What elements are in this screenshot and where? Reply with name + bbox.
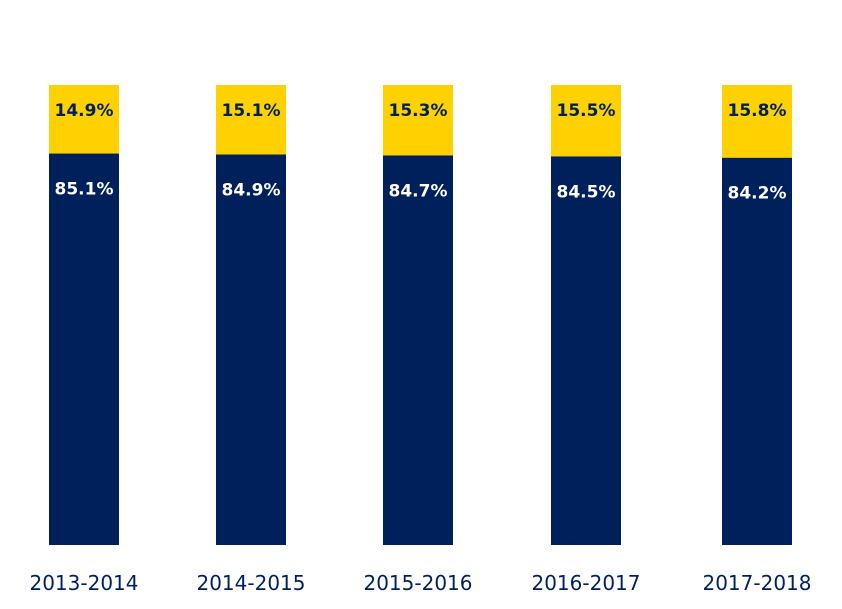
category-label-2015-2016: 2015-2016 bbox=[363, 571, 472, 595]
data-label-upper-2015-2016: 15.3% bbox=[389, 101, 448, 121]
category-label-2014-2015: 2014-2015 bbox=[196, 571, 305, 595]
category-label-2017-2018: 2017-2018 bbox=[702, 571, 811, 595]
bar-segment-lower-2016-2017 bbox=[551, 156, 621, 546]
category-label-2016-2017: 2016-2017 bbox=[531, 571, 640, 595]
bar-segment-lower-2013-2014 bbox=[49, 153, 119, 546]
data-label-upper-2016-2017: 15.5% bbox=[557, 101, 616, 121]
bar-segment-lower-2015-2016 bbox=[383, 155, 453, 545]
data-label-lower-2014-2015: 84.9% bbox=[222, 180, 281, 200]
bar-segment-upper-2013-2014 bbox=[49, 85, 119, 154]
bar-segment-upper-2015-2016 bbox=[383, 85, 453, 156]
data-label-lower-2013-2014: 85.1% bbox=[55, 180, 114, 200]
category-label-2013-2014: 2013-2014 bbox=[29, 571, 138, 595]
data-label-lower-2015-2016: 84.7% bbox=[389, 181, 448, 201]
bar-segment-upper-2014-2015 bbox=[216, 85, 286, 155]
data-label-lower-2017-2018: 84.2% bbox=[728, 184, 787, 204]
bar-segment-lower-2017-2018 bbox=[722, 157, 792, 545]
data-label-upper-2014-2015: 15.1% bbox=[222, 101, 281, 121]
bar-segment-upper-2017-2018 bbox=[722, 85, 792, 158]
data-label-upper-2017-2018: 15.8% bbox=[728, 101, 787, 121]
bar-segment-upper-2016-2017 bbox=[551, 85, 621, 157]
bar-segment-lower-2014-2015 bbox=[216, 154, 286, 545]
data-label-lower-2016-2017: 84.5% bbox=[557, 182, 616, 202]
data-label-upper-2013-2014: 14.9% bbox=[55, 101, 114, 121]
